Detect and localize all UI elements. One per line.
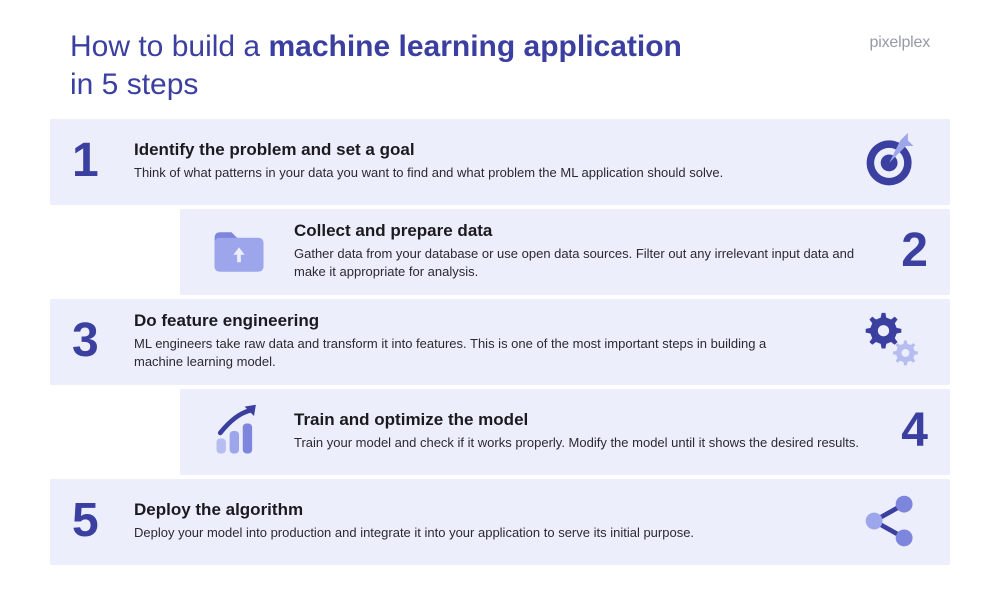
step-content: Train and optimize the model Train your …: [294, 410, 862, 452]
step-desc: ML engineers take raw data and transform…: [134, 335, 774, 370]
step-4: Train and optimize the model Train your …: [180, 389, 950, 475]
step-title: Collect and prepare data: [294, 221, 862, 241]
step-title: Do feature engineering: [134, 311, 836, 331]
step-1: 1 Identify the problem and set a goal Th…: [50, 119, 950, 205]
chart-growth-icon: [202, 401, 276, 461]
step-title: Train and optimize the model: [294, 410, 862, 430]
step-number: 3: [72, 317, 134, 365]
step-desc: Think of what patterns in your data you …: [134, 164, 774, 182]
step-content: Collect and prepare data Gather data fro…: [294, 221, 862, 280]
step-content: Identify the problem and set a goal Thin…: [134, 140, 836, 182]
step-content: Do feature engineering ML engineers take…: [134, 311, 836, 370]
title-bold: machine learning application: [268, 30, 681, 63]
header: How to build a machine learning applicat…: [0, 0, 1000, 111]
step-desc: Gather data from your database or use op…: [294, 245, 862, 280]
step-title: Identify the problem and set a goal: [134, 140, 836, 160]
step-desc: Train your model and check if it works p…: [294, 434, 862, 452]
gears-icon: [854, 311, 928, 371]
share-nodes-icon: [854, 491, 928, 551]
step-content: Deploy the algorithm Deploy your model i…: [134, 500, 836, 542]
step-number: 1: [72, 137, 134, 185]
step-3: 3 Do feature engineering ML engineers ta…: [50, 299, 950, 385]
target-icon: [854, 131, 928, 191]
brand-logo: pixelplex: [870, 34, 930, 52]
steps-list: 1 Identify the problem and set a goal Th…: [0, 111, 1000, 565]
step-2: Collect and prepare data Gather data fro…: [180, 209, 950, 295]
page-title: How to build a machine learning applicat…: [70, 28, 710, 103]
step-desc: Deploy your model into production and in…: [134, 524, 774, 542]
step-number: 4: [880, 407, 928, 455]
step-number: 2: [880, 227, 928, 275]
step-5: 5 Deploy the algorithm Deploy your model…: [50, 479, 950, 565]
step-title: Deploy the algorithm: [134, 500, 836, 520]
title-post: in 5 steps: [70, 68, 198, 101]
title-pre: How to build a: [70, 30, 268, 63]
folder-upload-icon: [202, 221, 276, 281]
step-number: 5: [72, 497, 134, 545]
